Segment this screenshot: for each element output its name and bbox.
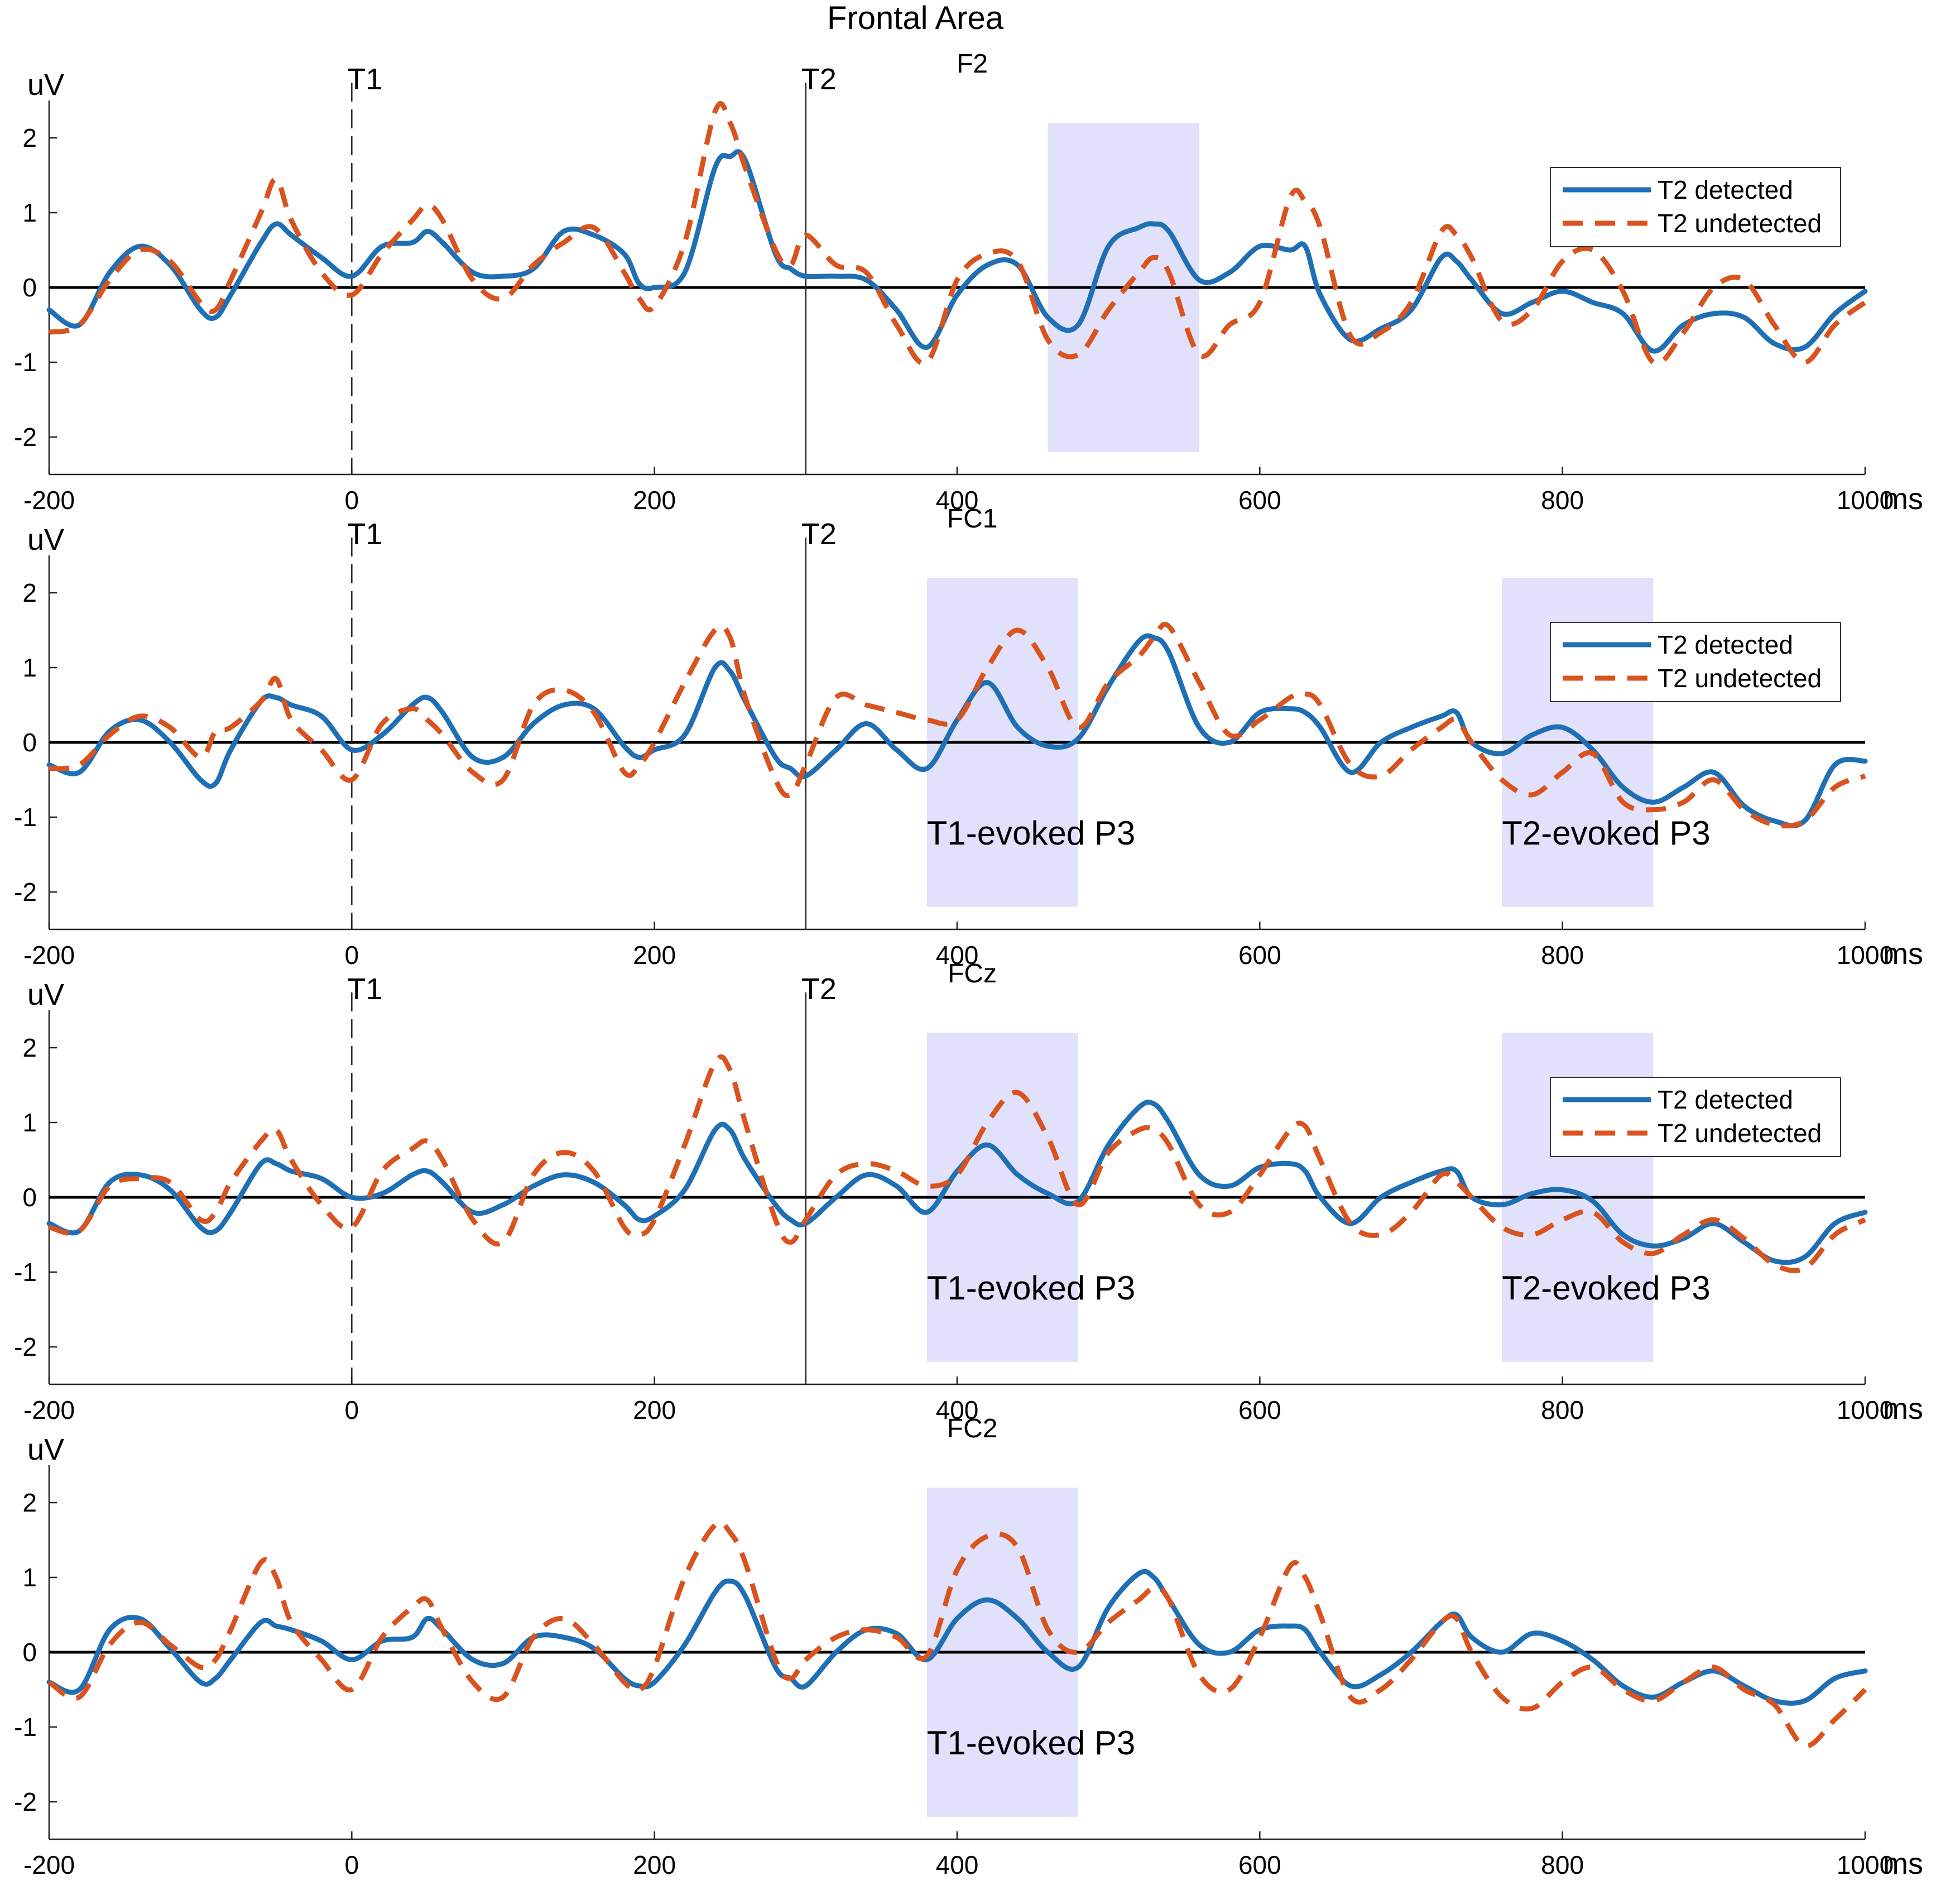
marker-t1-label: T1: [347, 517, 382, 551]
x-tick-label: 0: [345, 941, 359, 970]
legend-box: [1550, 1077, 1841, 1157]
panel-title: FC2: [947, 1414, 998, 1443]
window-label: T1-evoked P3: [927, 814, 1136, 852]
y-tick-label: -1: [14, 1712, 37, 1742]
panel-title: F2: [957, 49, 988, 79]
marker-t1-label: T1: [347, 972, 382, 1006]
y-tick-label: -2: [14, 1787, 37, 1816]
x-axis-label: ms: [1883, 1392, 1923, 1426]
x-tick-label: 1000: [1837, 941, 1894, 970]
marker-t2-label: T2: [801, 972, 837, 1006]
x-axis-label: ms: [1883, 482, 1923, 516]
x-axis-label: ms: [1883, 1847, 1923, 1881]
x-tick-label: -200: [23, 1850, 75, 1879]
x-tick-label: 600: [1238, 1850, 1281, 1879]
x-tick-label: 0: [345, 486, 359, 515]
x-tick-label: 200: [633, 1395, 676, 1424]
window-label: T2-evoked P3: [1502, 1269, 1711, 1307]
y-axis-label: uV: [27, 978, 64, 1011]
y-axis-label: uV: [27, 523, 64, 557]
legend-box: [1550, 622, 1841, 702]
series-t2-undetected: [49, 622, 1866, 829]
window-label: T1-evoked P3: [927, 1724, 1136, 1762]
y-tick-label: -2: [14, 1332, 37, 1361]
x-tick-label: 200: [633, 1850, 676, 1879]
panel-title: FCz: [948, 959, 997, 989]
x-tick-label: 0: [345, 1395, 359, 1424]
y-tick-label: -1: [14, 803, 37, 832]
legend-box: [1550, 167, 1841, 247]
x-tick-label: 1000: [1837, 486, 1894, 515]
legend: T2 detected T2 undetected: [1550, 622, 1841, 702]
series-t2-detected: [46, 1099, 1868, 1265]
x-tick-label: -200: [23, 941, 75, 970]
y-tick-label: 1: [22, 198, 37, 227]
figure-title: Frontal Area: [827, 0, 1004, 36]
y-tick-label: 0: [22, 1183, 37, 1212]
y-tick-label: 1: [22, 1563, 37, 1592]
series-t2-detected: [46, 149, 1868, 354]
y-tick-label: -2: [14, 423, 37, 452]
y-tick-label: -1: [14, 1258, 37, 1287]
y-tick-label: -2: [14, 877, 37, 906]
y-tick-label: 1: [22, 1108, 37, 1137]
window-label: T1-evoked P3: [927, 1269, 1136, 1307]
x-axis-label: ms: [1883, 937, 1923, 971]
y-axis-label: uV: [27, 1433, 64, 1466]
x-tick-label: 1000: [1837, 1395, 1894, 1424]
y-tick-label: 2: [22, 578, 37, 607]
y-tick-label: 0: [22, 728, 37, 757]
x-tick-label: 800: [1541, 1395, 1584, 1424]
y-tick-label: 2: [22, 123, 37, 152]
legend-entry: T2 detected: [1658, 630, 1793, 659]
x-tick-label: 600: [1238, 486, 1281, 515]
legend: T2 detected T2 undetected: [1550, 167, 1841, 247]
y-tick-label: 2: [22, 1033, 37, 1062]
legend-entry: T2 undetected: [1658, 1119, 1822, 1148]
x-tick-label: 400: [936, 486, 979, 515]
x-tick-label: 0: [345, 1850, 359, 1879]
marker-t1-label: T1: [347, 63, 382, 96]
x-tick-label: 400: [936, 941, 979, 970]
y-tick-label: 0: [22, 273, 37, 302]
legend-entry: T2 detected: [1658, 175, 1793, 204]
legend-entry: T2 undetected: [1658, 209, 1822, 238]
x-tick-label: 400: [936, 1850, 979, 1879]
series-t2-detected: [46, 633, 1868, 828]
y-tick-label: 1: [22, 653, 37, 682]
x-tick-label: -200: [23, 1395, 75, 1424]
x-tick-label: 800: [1541, 1850, 1584, 1879]
x-tick-label: 200: [633, 941, 676, 970]
marker-t2-label: T2: [801, 63, 837, 96]
series-t2-undetected: [48, 1054, 1867, 1273]
x-tick-label: 1000: [1837, 1850, 1894, 1879]
series-t2-undetected: [47, 1519, 1867, 1749]
x-tick-label: 200: [633, 486, 676, 515]
x-tick-label: 600: [1238, 941, 1281, 970]
y-tick-label: 2: [22, 1488, 37, 1517]
x-tick-label: 800: [1541, 486, 1584, 515]
panel-title: FC1: [947, 504, 998, 534]
y-axis-label: uV: [27, 68, 64, 102]
window-label: T2-evoked P3: [1502, 814, 1711, 852]
x-tick-label: -200: [23, 486, 75, 515]
x-tick-label: 800: [1541, 941, 1584, 970]
marker-t2-label: T2: [801, 517, 837, 551]
legend: T2 detected T2 undetected: [1550, 1077, 1841, 1157]
y-tick-label: -1: [14, 348, 37, 377]
series-t2-undetected: [48, 101, 1867, 366]
legend-entry: T2 detected: [1658, 1085, 1793, 1114]
x-tick-label: 600: [1238, 1395, 1281, 1424]
y-tick-label: 0: [22, 1638, 37, 1667]
x-tick-label: 400: [936, 1395, 979, 1424]
legend-entry: T2 undetected: [1658, 664, 1822, 693]
